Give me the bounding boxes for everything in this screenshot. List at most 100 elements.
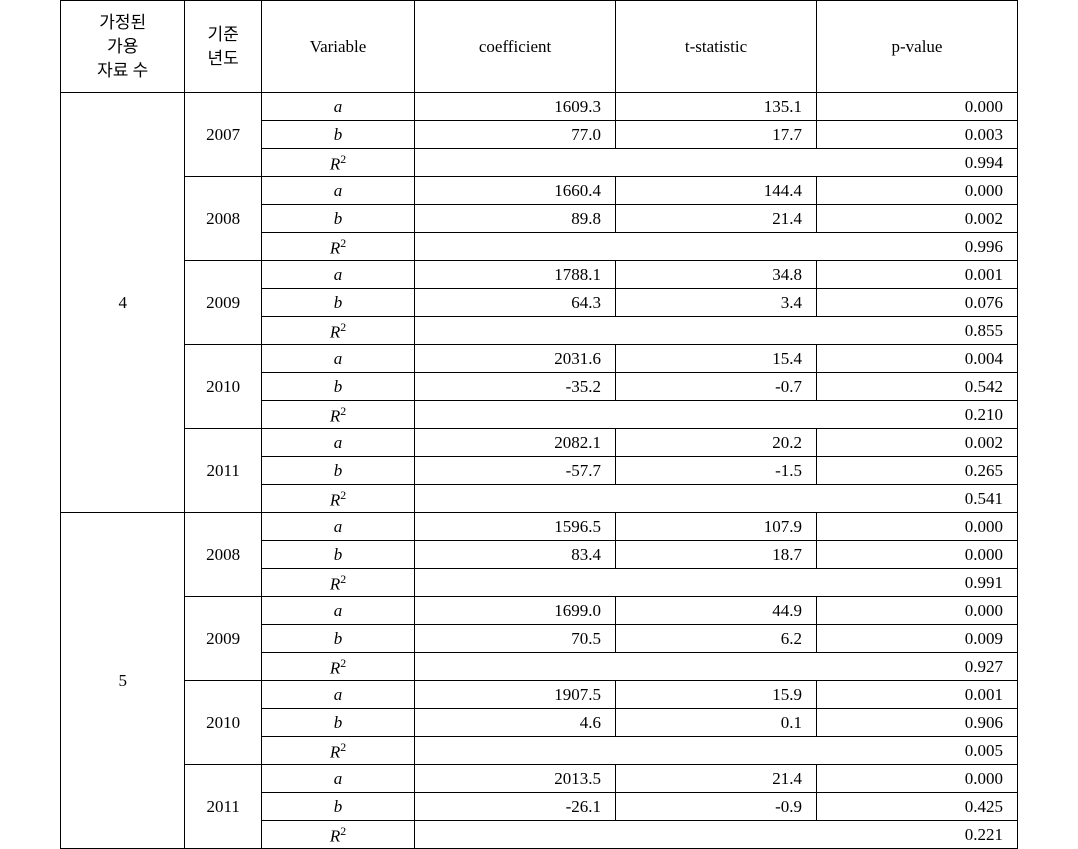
coef-cell: 1699.0 [415, 597, 616, 625]
tstat-cell: 107.9 [616, 513, 817, 541]
variable-cell: a [261, 597, 414, 625]
table-row: 2011a2082.120.20.002 [61, 429, 1018, 457]
pval-cell: 0.000 [817, 541, 1018, 569]
variable-cell: R2 [261, 149, 414, 177]
variable-cell: a [261, 345, 414, 373]
pval-cell: 0.000 [817, 177, 1018, 205]
coef-cell: -26.1 [415, 793, 616, 821]
pval-cell: 0.000 [817, 765, 1018, 793]
pval-cell: 0.003 [817, 121, 1018, 149]
table-row: 42007a1609.3135.10.000 [61, 93, 1018, 121]
variable-cell: R2 [261, 821, 414, 849]
variable-cell: R2 [261, 233, 414, 261]
tstat-cell: 20.2 [616, 429, 817, 457]
coef-cell: 1907.5 [415, 681, 616, 709]
coef-cell: 70.5 [415, 625, 616, 653]
variable-cell: b [261, 373, 414, 401]
table-row: 2010a2031.615.40.004 [61, 345, 1018, 373]
pval-cell: 0.265 [817, 457, 1018, 485]
coef-cell: 4.6 [415, 709, 616, 737]
variable-cell: b [261, 289, 414, 317]
group-n: 5 [61, 513, 185, 849]
pval-cell: 0.542 [817, 373, 1018, 401]
variable-cell: a [261, 93, 414, 121]
header-col4: coefficient [415, 1, 616, 93]
variable-cell: a [261, 429, 414, 457]
year-cell: 2010 [185, 681, 262, 765]
tstat-cell: 21.4 [616, 765, 817, 793]
pval-cell: 0.076 [817, 289, 1018, 317]
coef-cell: 89.8 [415, 205, 616, 233]
r2-cell: 0.005 [415, 737, 1018, 765]
variable-cell: R2 [261, 737, 414, 765]
variable-cell: R2 [261, 653, 414, 681]
pval-cell: 0.009 [817, 625, 1018, 653]
variable-cell: R2 [261, 317, 414, 345]
table-row: 2009a1699.044.90.000 [61, 597, 1018, 625]
year-cell: 2008 [185, 177, 262, 261]
tstat-cell: 144.4 [616, 177, 817, 205]
variable-cell: b [261, 205, 414, 233]
tstat-cell: 18.7 [616, 541, 817, 569]
tstat-cell: 15.4 [616, 345, 817, 373]
year-cell: 2008 [185, 513, 262, 597]
coef-cell: 1660.4 [415, 177, 616, 205]
variable-cell: b [261, 121, 414, 149]
pval-cell: 0.425 [817, 793, 1018, 821]
r2-cell: 0.855 [415, 317, 1018, 345]
table-row: 2011a2013.521.40.000 [61, 765, 1018, 793]
r2-cell: 0.221 [415, 821, 1018, 849]
variable-cell: a [261, 261, 414, 289]
pval-cell: 0.000 [817, 93, 1018, 121]
pval-cell: 0.002 [817, 205, 1018, 233]
year-cell: 2011 [185, 765, 262, 849]
pval-cell: 0.000 [817, 513, 1018, 541]
variable-cell: a [261, 765, 414, 793]
variable-cell: b [261, 793, 414, 821]
r2-cell: 0.541 [415, 485, 1018, 513]
coef-cell: 2082.1 [415, 429, 616, 457]
year-cell: 2011 [185, 429, 262, 513]
header-col6: p-value [817, 1, 1018, 93]
coef-cell: 1788.1 [415, 261, 616, 289]
header-col2: 기준 년도 [185, 1, 262, 93]
year-cell: 2009 [185, 261, 262, 345]
year-cell: 2007 [185, 93, 262, 177]
tstat-cell: 6.2 [616, 625, 817, 653]
coef-cell: 2013.5 [415, 765, 616, 793]
pval-cell: 0.001 [817, 681, 1018, 709]
coef-cell: 1609.3 [415, 93, 616, 121]
tstat-cell: 15.9 [616, 681, 817, 709]
coef-cell: -35.2 [415, 373, 616, 401]
pval-cell: 0.000 [817, 597, 1018, 625]
year-cell: 2010 [185, 345, 262, 429]
coef-cell: 64.3 [415, 289, 616, 317]
variable-cell: b [261, 709, 414, 737]
header-col3: Variable [261, 1, 414, 93]
variable-cell: a [261, 681, 414, 709]
pval-cell: 0.002 [817, 429, 1018, 457]
r2-cell: 0.210 [415, 401, 1018, 429]
header-col1: 가정된 가용 자료 수 [61, 1, 185, 93]
pval-cell: 0.004 [817, 345, 1018, 373]
variable-cell: R2 [261, 569, 414, 597]
variable-cell: b [261, 457, 414, 485]
variable-cell: a [261, 513, 414, 541]
header-col5: t-statistic [616, 1, 817, 93]
tstat-cell: 21.4 [616, 205, 817, 233]
tstat-cell: 44.9 [616, 597, 817, 625]
variable-cell: R2 [261, 401, 414, 429]
tstat-cell: 17.7 [616, 121, 817, 149]
variable-cell: b [261, 625, 414, 653]
r2-cell: 0.996 [415, 233, 1018, 261]
regression-table: 가정된 가용 자료 수 기준 년도 Variable coefficient t… [60, 0, 1018, 849]
tstat-cell: 0.1 [616, 709, 817, 737]
variable-cell: b [261, 541, 414, 569]
r2-cell: 0.991 [415, 569, 1018, 597]
tstat-cell: 34.8 [616, 261, 817, 289]
year-cell: 2009 [185, 597, 262, 681]
group-n: 4 [61, 93, 185, 513]
tstat-cell: 135.1 [616, 93, 817, 121]
tstat-cell: -0.7 [616, 373, 817, 401]
tstat-cell: -0.9 [616, 793, 817, 821]
